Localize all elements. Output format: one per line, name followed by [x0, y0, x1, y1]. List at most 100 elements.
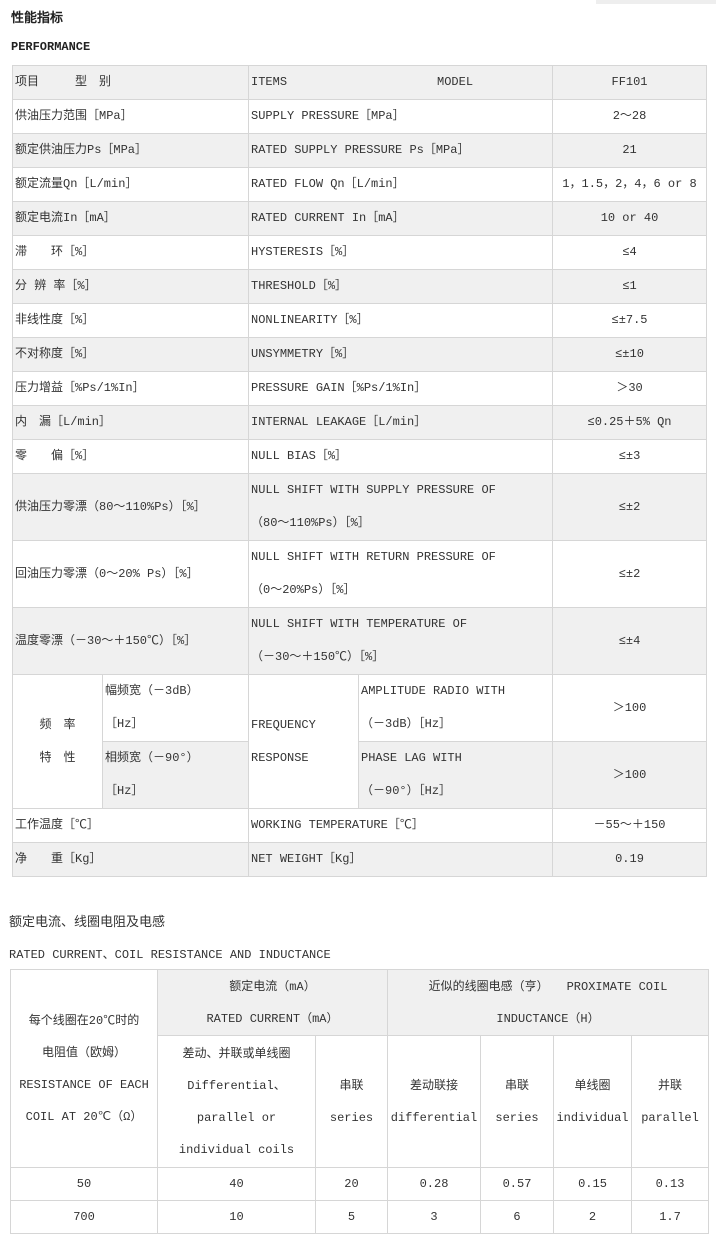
row-label-en: NULL SHIFT WITH TEMPERATURE OF （－30～＋150℃… [248, 607, 554, 675]
row-value: ≤±4 [552, 607, 708, 675]
row-label-en: SUPPLY PRESSURE［MPa］ [248, 99, 554, 134]
row-value: －55～＋150 [552, 808, 708, 843]
coil-cell: 3 [387, 1200, 481, 1234]
row-label-en: NONLINEARITY［%］ [248, 303, 554, 338]
performance-table: 项目 型 别 ITEMS MODEL FF101 供油压力范围［MPa］ SUPP… [11, 65, 708, 877]
table-row: 滞 环［%］ HYSTERESIS［%］ ≤4 [11, 235, 708, 270]
table-row: 分 辨 率［%］ THRESHOLD［%］ ≤1 [11, 269, 708, 304]
row-value: 2～28 [552, 99, 708, 134]
inductance-header: 近似的线圈电感（亨） PROXIMATE COIL INDUCTANCE（H） [386, 969, 710, 1036]
coil-table-row: 50 40 20 0.28 0.57 0.15 0.13 [10, 1167, 710, 1201]
table-row: 内 漏［L/min］ INTERNAL LEAKAGE［L/min］ ≤0.25… [11, 405, 708, 440]
table-row: 零 偏［%］ NULL BIAS［%］ ≤±3 [11, 439, 708, 474]
row-label-en: THRESHOLD［%］ [248, 269, 554, 304]
row-label-cn: 额定流量Qn［L/min］ [11, 167, 250, 202]
coil-cell: 0.57 [480, 1167, 554, 1201]
coil-cell: 1.7 [630, 1200, 710, 1234]
frequency-label-en: FREQUENCY RESPONSE [248, 674, 360, 809]
row-value: ≤±7.5 [552, 303, 708, 338]
row-label-cn: 净 重［Kg］ [11, 842, 250, 877]
row-label-cn: 工作温度［℃］ [11, 808, 250, 843]
row-label-en: RATED CURRENT In［mA］ [248, 201, 554, 236]
top-right-decoration [596, 0, 716, 4]
row-label-cn: 回油压力零漂（0～20% Ps）［%］ [11, 540, 250, 608]
col-ind-series: 串联 series [480, 1035, 554, 1168]
row-label-cn: 供油压力零漂（80～110%Ps）［%］ [11, 473, 250, 541]
row-label-cn: 额定供油压力Ps［MPa］ [11, 133, 250, 168]
frequency-row-amplitude: 频 率特 性 幅频宽（－3dB） ［Hz］ FREQUENCY RESPONSE A… [12, 674, 708, 809]
amplitude-label-cn: 幅频宽（－3dB） ［Hz］ [101, 674, 250, 742]
row-label-cn: 非线性度［%］ [11, 303, 250, 338]
row-label-cn: 分 辨 率［%］ [11, 269, 250, 304]
section-title-cn: 性能指标 [11, 11, 64, 26]
row-label-en: RATED SUPPLY PRESSURE Ps［MPa］ [248, 133, 554, 168]
table-row: 供油压力零漂（80～110%Ps）［%］ NULL SHIFT WITH SUP… [11, 473, 708, 541]
table-row: 额定供油压力Ps［MPa］ RATED SUPPLY PRESSURE Ps［M… [11, 133, 708, 168]
row-label-en: HYSTERESIS［%］ [248, 235, 554, 270]
row-label-cn: 额定电流In［mA］ [11, 201, 250, 236]
rated-current-header: 额定电流（mA） RATED CURRENT（mA） [157, 969, 388, 1036]
col-diff-parallel-individual: 差动、并联或单线圈 Differential、 parallel or individ… [157, 1035, 316, 1168]
amplitude-value: ＞100 [552, 674, 708, 742]
coil-section-title-cn: 额定电流、线圈电阻及电感 [9, 915, 166, 930]
phase-label-en: PHASE LAG WITH （－90°）［Hz］ [358, 741, 554, 809]
frequency-label-cn: 频 率特 性 [12, 674, 103, 809]
row-value: ≤4 [552, 235, 708, 270]
row-value: ≤0.25＋5% Qn [552, 405, 708, 440]
frequency-row-phase: 相频宽（－90°） ［Hz］ PHASE LAG WITH （－90°）［Hz］ ＞… [13, 741, 708, 809]
col-ind-differential: 差动联接 differential [387, 1035, 481, 1168]
header-model-value: FF101 [552, 65, 708, 100]
section-title-en: PERFORMANCE [11, 40, 91, 54]
col-ind-parallel: 并联 parallel [630, 1035, 710, 1168]
row-value: ≤±3 [552, 439, 708, 474]
phase-label-cn: 相频宽（－90°） ［Hz］ [101, 741, 250, 809]
amplitude-label-en: AMPLITUDE RADIO WITH （－3dB）［Hz］ [358, 674, 554, 742]
coil-section-title-en: RATED CURRENT、COIL RESISTANCE AND INDUCT… [9, 948, 331, 962]
coil-cell: 5 [315, 1200, 388, 1234]
row-value: 21 [552, 133, 708, 168]
table-row: 供油压力范围［MPa］ SUPPLY PRESSURE［MPa］ 2～28 [11, 99, 708, 134]
row-label-cn: 不对称度［%］ [11, 337, 250, 372]
coil-cell: 2 [553, 1200, 632, 1234]
row-value: 10 or 40 [552, 201, 708, 236]
table-row: 工作温度［℃］ WORKING TEMPERATURE［℃］ －55～＋150 [11, 808, 708, 843]
row-label-cn: 压力增益［%Ps/1%In］ [11, 371, 250, 406]
table-row: 压力增益［%Ps/1%In］ PRESSURE GAIN［%Ps/1%In］ ＞… [11, 371, 708, 406]
coil-cell: 0.13 [630, 1167, 710, 1201]
coil-cell: 20 [315, 1167, 388, 1201]
coil-cell: 40 [157, 1167, 316, 1201]
row-value: ＞30 [552, 371, 708, 406]
header-items-model: ITEMS MODEL [248, 65, 554, 100]
table-row: 额定流量Qn［L/min］ RATED FLOW Qn［L/min］ 1，1.5… [11, 167, 708, 202]
row-label-cn: 温度零漂（－30～＋150℃）［%］ [11, 607, 250, 675]
col-series-current: 串联 series [315, 1035, 388, 1168]
row-label-en: NULL SHIFT WITH RETURN PRESSURE OF （0～20%… [248, 540, 554, 608]
row-value: ≤1 [552, 269, 708, 304]
phase-value: ＞100 [552, 741, 708, 809]
coil-cell: 0.15 [553, 1167, 632, 1201]
row-label-en: NULL BIAS［%］ [248, 439, 554, 474]
row-label-en: NET WEIGHT［Kg］ [248, 842, 554, 877]
row-value: 0.19 [552, 842, 708, 877]
row-value: ≤±10 [552, 337, 708, 372]
row-label-en: UNSYMMETRY［%］ [248, 337, 554, 372]
coil-table: 每个线圈在20℃时的 电阻值（欧姆） RESISTANCE OF EACH COIL … [10, 969, 710, 1234]
header-item-type: 项目 型 别 [11, 65, 250, 100]
table-row: 温度零漂（－30～＋150℃）［%］ NULL SHIFT WITH TEMPE… [11, 607, 708, 675]
coil-cell: 700 [10, 1200, 158, 1234]
coil-cell: 6 [480, 1200, 554, 1234]
table-row: 回油压力零漂（0～20% Ps）［%］ NULL SHIFT WITH RETU… [11, 540, 708, 608]
table-row: 非线性度［%］ NONLINEARITY［%］ ≤±7.5 [11, 303, 708, 338]
coil-cell: 10 [157, 1200, 316, 1234]
row-value: 1，1.5，2，4，6 or 8 [552, 167, 708, 202]
row-value: ≤±2 [552, 540, 708, 608]
row-label-en: INTERNAL LEAKAGE［L/min］ [248, 405, 554, 440]
table-row: 不对称度［%］ UNSYMMETRY［%］ ≤±10 [11, 337, 708, 372]
row-label-en: WORKING TEMPERATURE［℃］ [248, 808, 554, 843]
col-ind-individual: 单线圈 individual [553, 1035, 632, 1168]
row-label-en: NULL SHIFT WITH SUPPLY PRESSURE OF （80～11… [248, 473, 554, 541]
row-label-cn: 滞 环［%］ [11, 235, 250, 270]
row-value: ≤±2 [552, 473, 708, 541]
table-row: 净 重［Kg］ NET WEIGHT［Kg］ 0.19 [11, 842, 708, 877]
row-label-cn: 供油压力范围［MPa］ [11, 99, 250, 134]
